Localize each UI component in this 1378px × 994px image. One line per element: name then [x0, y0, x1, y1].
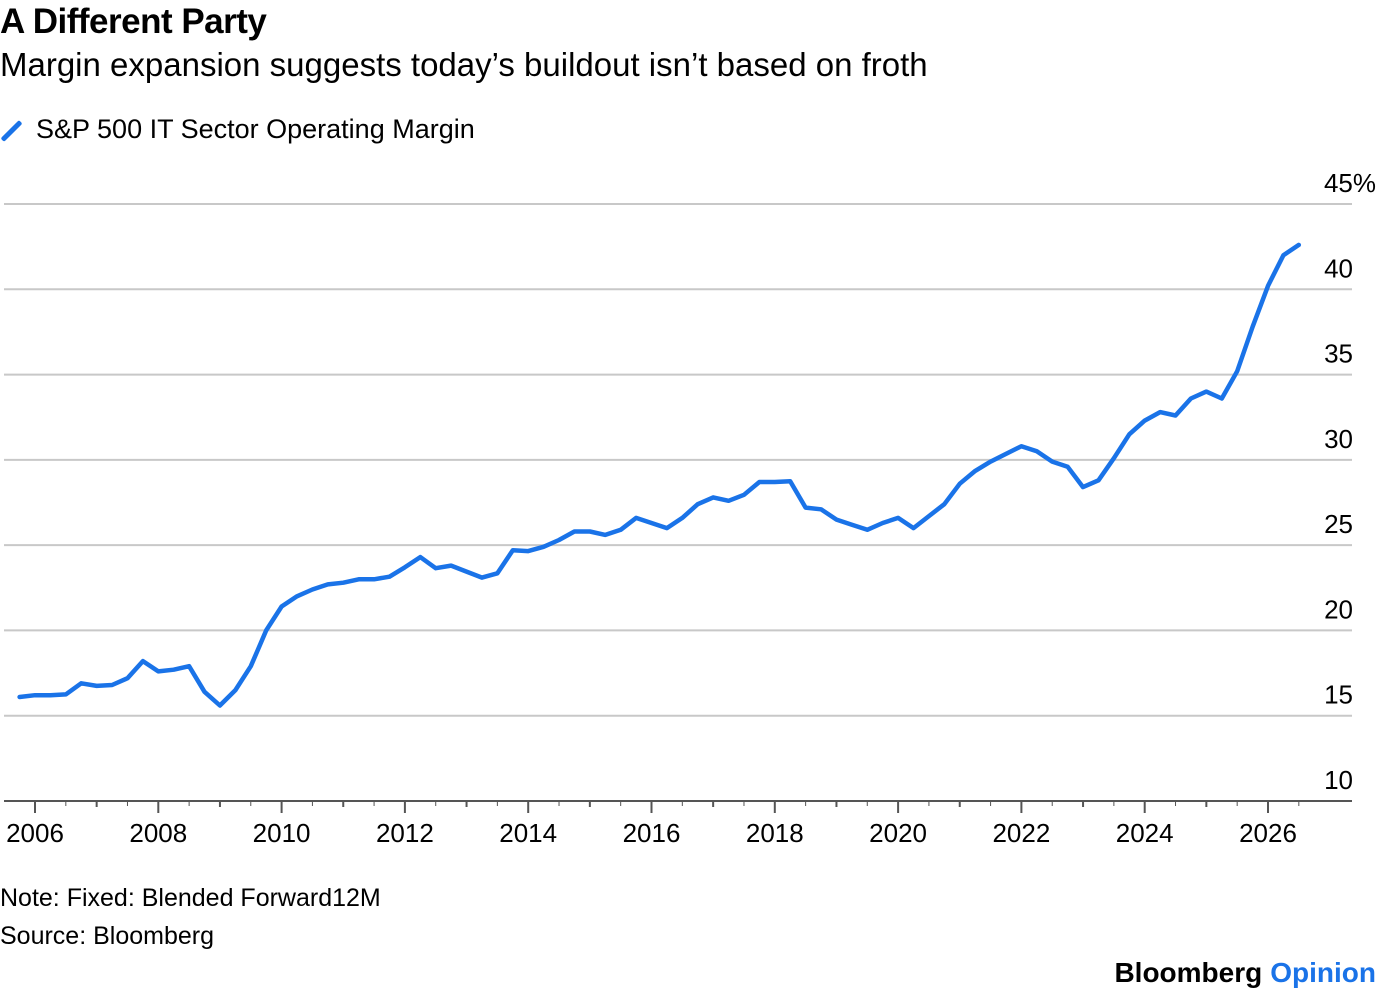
- series-line-0: [17, 242, 1302, 708]
- legend-swatch: [0, 114, 22, 144]
- x-tick-label-2016: 2016: [623, 818, 681, 848]
- brand-name: Bloomberg: [1114, 957, 1263, 988]
- x-tick-label-2018: 2018: [746, 818, 804, 848]
- grid-lines: [4, 203, 1352, 717]
- brand-suffix: Opinion: [1270, 957, 1376, 988]
- brand-logo: Bloomberg Opinion: [1114, 957, 1376, 989]
- series-layer: [17, 242, 1302, 708]
- x-tick-label-2022: 2022: [992, 818, 1050, 848]
- y-tick-label-30: 30: [1324, 424, 1353, 454]
- y-tick-label-45: 45%: [1324, 168, 1376, 198]
- y-axis-ticks: 10 15 20 25 30 35 40 45%: [1324, 168, 1376, 795]
- x-tick-label-2020: 2020: [869, 818, 927, 848]
- y-tick-label-15: 15: [1324, 680, 1353, 710]
- legend: S&P 500 IT Sector Operating Margin: [0, 112, 475, 146]
- x-tick-label-2008: 2008: [129, 818, 187, 848]
- legend-label: S&P 500 IT Sector Operating Margin: [36, 113, 475, 144]
- x-tick-label-2024: 2024: [1116, 818, 1174, 848]
- x-tick-label-2012: 2012: [376, 818, 434, 848]
- y-tick-label-40: 40: [1324, 253, 1353, 283]
- chart-subtitle: Margin expansion suggests today’s buildo…: [0, 46, 928, 83]
- chart-title: A Different Party: [0, 2, 267, 41]
- x-axis: 2006 2008 2010 2012 2014 2016 2018 2020 2022 2024…: [4, 800, 1352, 848]
- y-tick-label-10: 10: [1324, 765, 1353, 795]
- chart-note: Note: Fixed: Blended Forward12M: [0, 884, 381, 912]
- y-tick-label-35: 35: [1324, 339, 1353, 369]
- x-tick-label-2006: 2006: [6, 818, 64, 848]
- x-tick-label-2026: 2026: [1239, 818, 1297, 848]
- y-tick-label-25: 25: [1324, 509, 1353, 539]
- x-tick-label-2010: 2010: [253, 818, 311, 848]
- y-tick-label-20: 20: [1324, 594, 1353, 624]
- chart-source: Source: Bloomberg: [0, 922, 215, 950]
- x-tick-label-2014: 2014: [499, 818, 557, 848]
